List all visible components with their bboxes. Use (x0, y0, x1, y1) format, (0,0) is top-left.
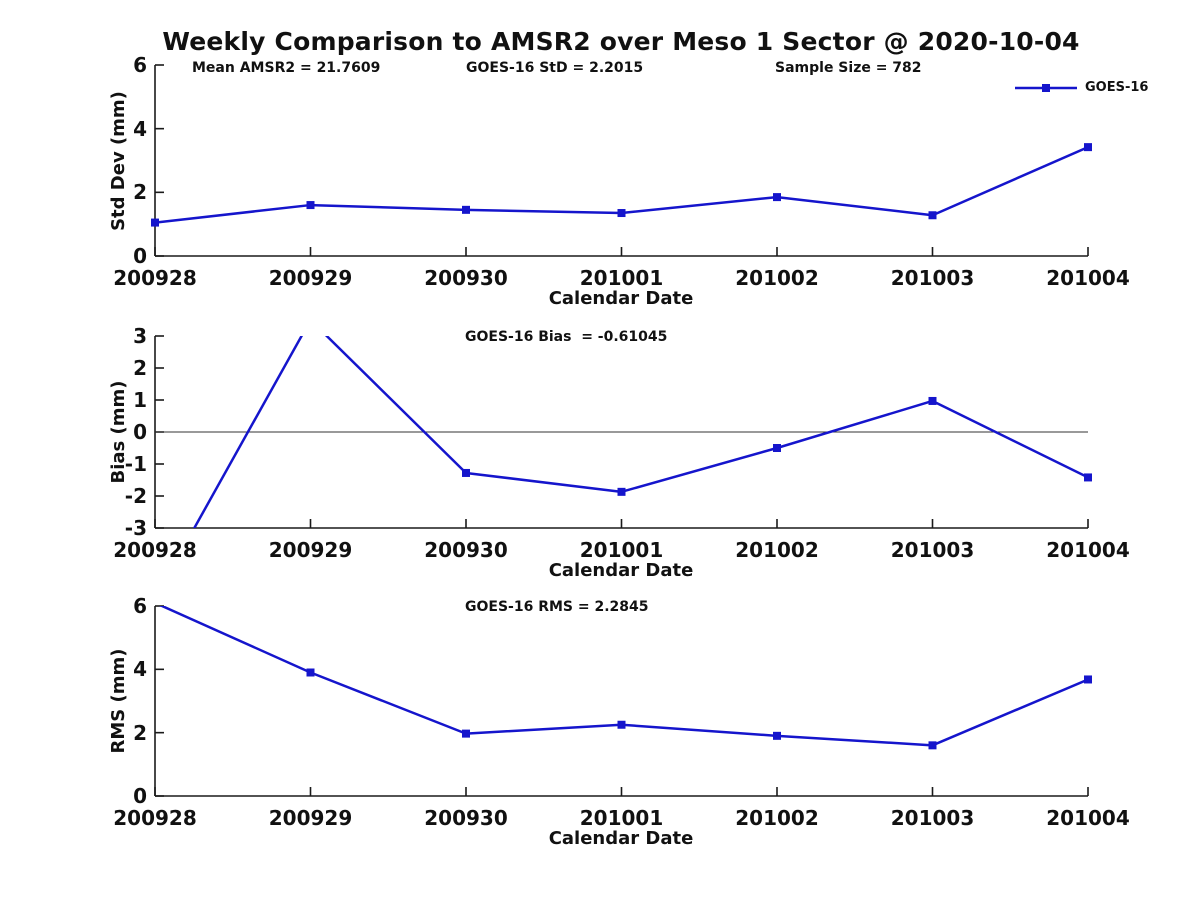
data-point-marker (773, 444, 781, 452)
data-point-marker (462, 729, 470, 738)
data-point-marker (1084, 143, 1092, 152)
data-point-marker (306, 201, 315, 210)
data-point-marker (306, 668, 315, 677)
x-tick-label: 201001 (579, 266, 664, 290)
y-tick-label: -1 (124, 452, 147, 476)
data-point-marker (1084, 473, 1092, 482)
y-tick-label: 2 (133, 180, 147, 205)
data-point-marker (617, 209, 626, 218)
y-tick-label: 3 (133, 324, 147, 348)
data-point-marker (617, 720, 626, 729)
data-point-marker (617, 487, 626, 496)
x-tick-label: 201003 (890, 806, 975, 830)
y-axis-label-rms: RMS (mm) (108, 648, 129, 754)
x-tick-label: 201003 (890, 266, 975, 290)
x-tick-label: 200929 (268, 806, 353, 830)
y-tick-label: -3 (124, 516, 147, 540)
y-tick-label: 1 (133, 388, 147, 412)
data-point-marker (773, 731, 781, 740)
legend (1015, 84, 1077, 92)
annotation-mean-amsr2: Mean AMSR2 = 21.7609 (192, 60, 381, 76)
data-point-marker (773, 193, 781, 202)
data-point-marker (928, 396, 937, 405)
x-tick-label: 201002 (735, 538, 819, 562)
y-tick-label: 6 (133, 53, 147, 77)
y-tick-label: 4 (133, 657, 147, 682)
y-tick-label: 6 (133, 594, 147, 618)
data-point-marker (928, 741, 937, 750)
data-point-marker (462, 205, 470, 214)
figure-title: Weekly Comparison to AMSR2 over Meso 1 S… (162, 27, 1080, 56)
x-tick-label: 201004 (1046, 538, 1130, 562)
annotation-goes16-rms: GOES-16 RMS = 2.2845 (465, 599, 649, 615)
legend-marker (1042, 84, 1050, 92)
x-tick-label: 201001 (579, 538, 664, 562)
x-tick-label: 200928 (113, 806, 197, 830)
x-axis-label-bottom: Calendar Date (548, 828, 694, 849)
legend-label: GOES-16 (1085, 80, 1149, 95)
data-point-marker (151, 218, 159, 227)
x-tick-label: 201004 (1046, 806, 1130, 830)
data-point-marker (462, 468, 470, 477)
y-tick-label: 4 (133, 116, 147, 141)
annotation-sample-size: Sample Size = 782 (775, 60, 922, 76)
x-axis-label-top: Calendar Date (548, 288, 694, 309)
x-tick-label: 200928 (113, 538, 197, 562)
x-tick-label: 200928 (113, 266, 197, 290)
annotation-goes16-std: GOES-16 StD = 2.2015 (466, 60, 644, 76)
bias-subplot (154, 335, 1092, 529)
x-tick-label: 200929 (268, 538, 353, 562)
rms-subplot (154, 605, 1092, 797)
x-tick-label: 201003 (890, 538, 975, 562)
x-tick-label: 201002 (735, 806, 819, 830)
annotation-goes16-bias: GOES-16 Bias = -0.61045 (465, 329, 668, 345)
y-tick-label: 0 (133, 784, 147, 808)
y-axis-label-stddev: Std Dev (mm) (108, 91, 129, 231)
x-tick-label: 200930 (424, 806, 508, 830)
y-tick-label: 0 (133, 244, 147, 268)
y-tick-label: 2 (133, 720, 147, 745)
data-point-marker (928, 211, 937, 220)
x-tick-label: 201004 (1046, 266, 1130, 290)
x-tick-label: 201002 (735, 266, 819, 290)
y-tick-label: 0 (133, 420, 147, 444)
x-axis-label-middle: Calendar Date (548, 560, 694, 581)
x-tick-label: 200930 (424, 538, 508, 562)
y-tick-label: -2 (124, 484, 147, 508)
x-tick-label: 200930 (424, 266, 508, 290)
data-point-marker (1084, 675, 1092, 684)
std-dev-subplot (151, 64, 1092, 257)
x-tick-label: 200929 (268, 266, 353, 290)
x-tick-label: 201001 (579, 806, 664, 830)
y-tick-label: 2 (133, 356, 147, 380)
